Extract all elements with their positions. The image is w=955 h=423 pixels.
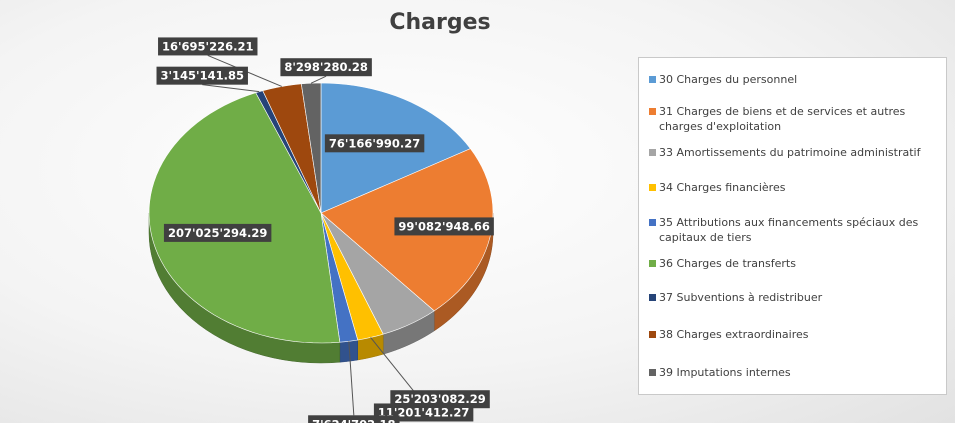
legend-swatch	[649, 76, 656, 83]
legend-item-6: 37 Subventions à redistribuer	[649, 290, 943, 305]
data-label-0: 76'166'990.27	[329, 136, 420, 150]
data-label-4: 7'624'702.18	[312, 417, 395, 423]
data-label-3: 11'201'412.27	[378, 405, 469, 419]
data-label-box-5	[163, 223, 272, 242]
legend-item-0: 30 Charges du personnel	[649, 72, 943, 87]
data-label-box-8	[280, 58, 372, 77]
data-label-box-6	[156, 66, 248, 85]
legend-item-7: 38 Charges extraordinaires	[649, 327, 943, 342]
legend-item-5: 36 Charges de transferts	[649, 256, 943, 271]
legend-swatch	[649, 108, 656, 115]
legend-item-3: 34 Charges financières	[649, 180, 943, 195]
data-label-1: 99'082'948.66	[398, 219, 489, 233]
data-label-box-7	[158, 37, 258, 56]
data-label-6: 3'145'141.85	[161, 69, 244, 83]
legend-item-2: 33 Amortissements du patrimoine administ…	[649, 145, 943, 160]
legend-swatch	[649, 369, 656, 376]
legend-label: 33 Amortissements du patrimoine administ…	[659, 146, 921, 159]
legend-label: 39 Imputations internes	[659, 366, 791, 379]
legend-item-4: 35 Attributions aux financements spéciau…	[649, 215, 943, 245]
data-label-5: 207'025'294.29	[168, 226, 267, 240]
legend-label: 30 Charges du personnel	[659, 73, 798, 86]
legend-label: 36 Charges de transferts	[659, 257, 796, 270]
data-label-box-4	[308, 415, 400, 423]
data-label-8: 8'298'280.28	[284, 60, 367, 74]
legend-swatch	[649, 260, 656, 267]
legend-label: 34 Charges financières	[659, 181, 786, 194]
legend-item-8: 39 Imputations internes	[649, 365, 943, 380]
chart-title: Charges	[389, 10, 491, 35]
legend-swatch	[649, 294, 656, 301]
data-label-2: 25'203'082.29	[394, 392, 485, 406]
legend-label: 35 Attributions aux financements spéciau…	[659, 216, 919, 244]
leader-line-4	[348, 341, 355, 416]
data-label-box-1	[394, 217, 494, 236]
legend-label: 31 Charges de biens et de services et au…	[659, 105, 906, 133]
legend-swatch	[649, 184, 656, 191]
legend-label: 37 Subventions à redistribuer	[659, 291, 823, 304]
legend: 30 Charges du personnel 31 Charges de bie…	[638, 57, 947, 395]
leader-line-6	[202, 84, 260, 93]
pie-slice-2	[320, 212, 435, 335]
legend-swatch	[649, 219, 656, 226]
leader-line-8	[310, 75, 327, 84]
pie-slice-5	[148, 92, 341, 344]
data-label-7: 16'695'226.21	[162, 39, 253, 53]
legend-label: 38 Charges extraordinaires	[659, 328, 809, 341]
legend-swatch	[649, 149, 656, 156]
legend-item-1: 31 Charges de biens et de services et au…	[649, 104, 943, 134]
data-label-box-0	[324, 134, 425, 153]
pie-slice-7	[262, 83, 322, 214]
pie-chart: 76'166'990.2799'082'948.6625'203'082.291…	[148, 37, 494, 423]
legend-swatch	[649, 331, 656, 338]
